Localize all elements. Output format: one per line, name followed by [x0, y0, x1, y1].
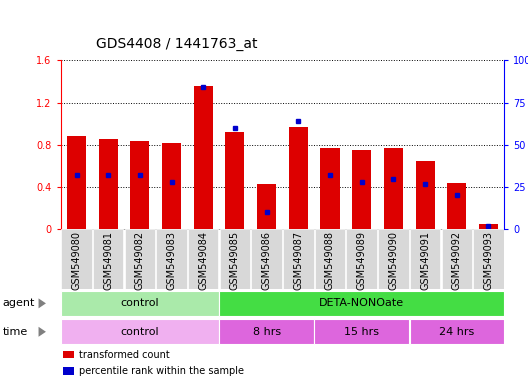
Bar [156, 229, 187, 289]
Bar [130, 141, 149, 229]
Bar [194, 86, 213, 229]
Text: 8 hrs: 8 hrs [252, 327, 281, 337]
Bar [93, 229, 124, 289]
Text: time: time [3, 327, 28, 337]
Bar [410, 319, 504, 344]
Text: control: control [120, 298, 159, 308]
Bar [61, 291, 219, 316]
Bar [320, 148, 340, 229]
Bar [441, 229, 472, 289]
Text: GSM549087: GSM549087 [294, 231, 303, 290]
Bar [315, 319, 409, 344]
Bar [251, 229, 282, 289]
Text: GSM549093: GSM549093 [484, 231, 493, 290]
Bar [289, 127, 308, 229]
Bar [447, 183, 466, 229]
Bar [283, 229, 314, 289]
Bar [416, 161, 435, 229]
Text: GSM549081: GSM549081 [103, 231, 113, 290]
Text: 15 hrs: 15 hrs [344, 327, 379, 337]
Text: GSM549085: GSM549085 [230, 231, 240, 290]
Bar [188, 229, 219, 289]
Text: agent: agent [3, 298, 35, 308]
Text: GSM549089: GSM549089 [357, 231, 366, 290]
Bar [63, 351, 74, 358]
Bar [99, 139, 118, 229]
Text: control: control [120, 327, 159, 337]
Text: transformed count: transformed count [79, 350, 170, 360]
Bar [220, 229, 250, 289]
Text: GDS4408 / 1441763_at: GDS4408 / 1441763_at [96, 37, 258, 51]
Bar [410, 229, 440, 289]
Bar [346, 229, 377, 289]
Bar [378, 229, 409, 289]
Bar [61, 229, 92, 289]
Text: GSM549084: GSM549084 [199, 231, 208, 290]
Bar [220, 319, 314, 344]
Text: GSM549092: GSM549092 [452, 231, 461, 290]
Text: GSM549090: GSM549090 [389, 231, 398, 290]
Bar [61, 319, 219, 344]
Bar [257, 184, 276, 229]
Bar [67, 136, 86, 229]
Text: DETA-NONOate: DETA-NONOate [319, 298, 404, 308]
Text: GSM549080: GSM549080 [72, 231, 81, 290]
Bar [162, 143, 181, 229]
Bar [352, 150, 371, 229]
Text: GSM549086: GSM549086 [262, 231, 271, 290]
Bar [63, 367, 74, 375]
Bar [384, 148, 403, 229]
Text: GSM549083: GSM549083 [167, 231, 176, 290]
Bar [125, 229, 155, 289]
Bar [473, 229, 504, 289]
Text: 24 hrs: 24 hrs [439, 327, 474, 337]
Text: GSM549088: GSM549088 [325, 231, 335, 290]
Bar [479, 224, 498, 229]
Text: GSM549091: GSM549091 [420, 231, 430, 290]
Bar [315, 229, 345, 289]
Text: GSM549082: GSM549082 [135, 231, 145, 290]
Bar [225, 132, 244, 229]
Bar [220, 291, 504, 316]
Text: percentile rank within the sample: percentile rank within the sample [79, 366, 244, 376]
